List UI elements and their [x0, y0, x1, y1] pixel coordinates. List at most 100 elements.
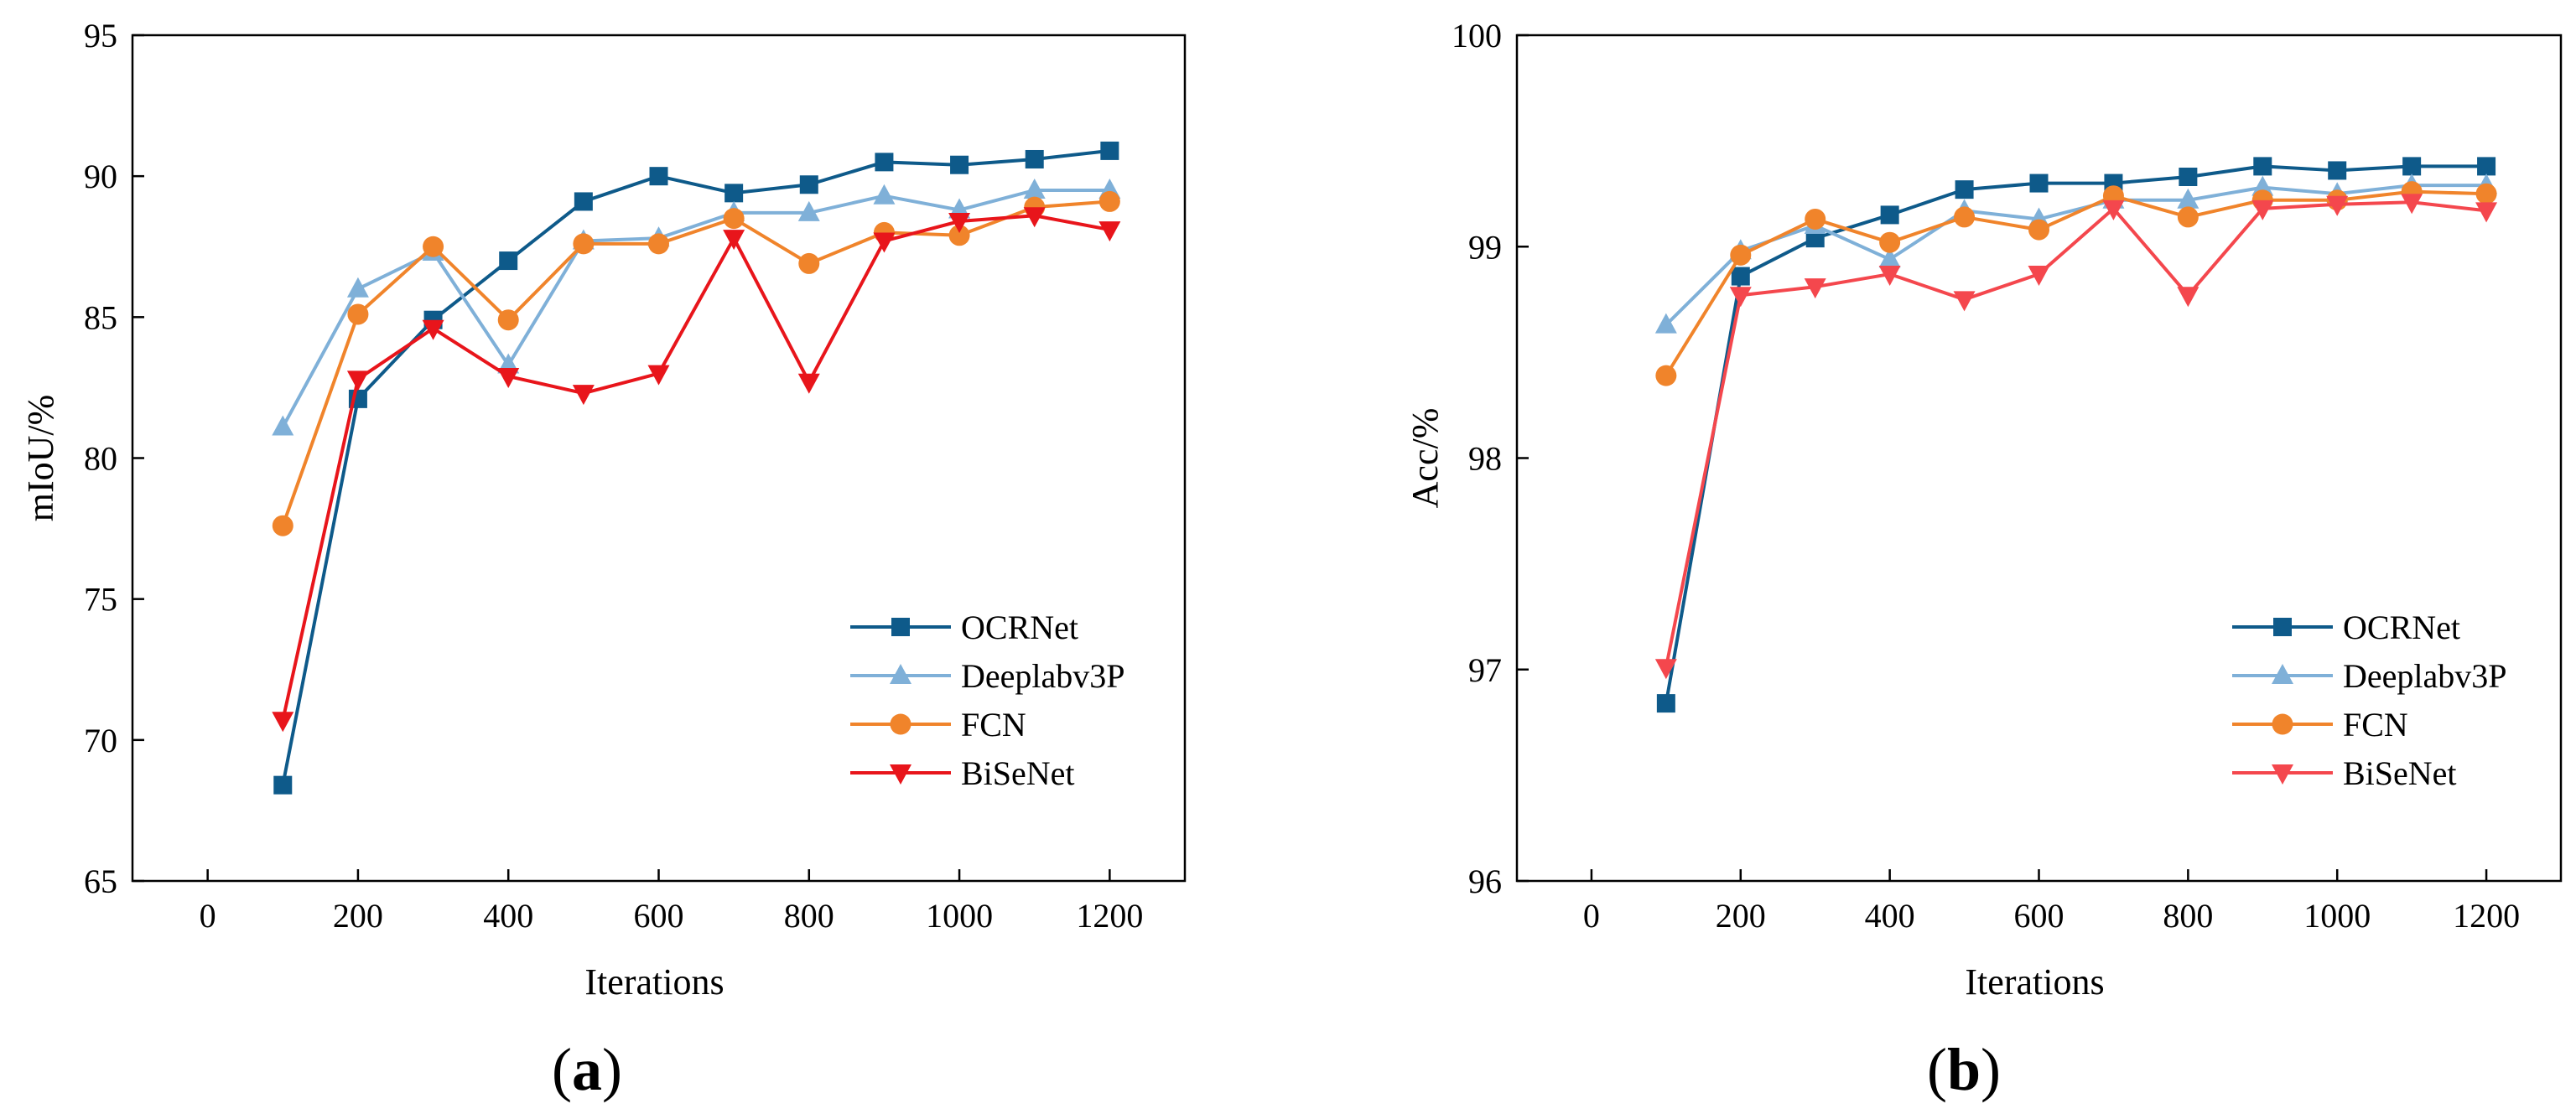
y-tick-label: 97: [1468, 651, 1502, 689]
x-axis-label-b: Iterations: [1965, 961, 2104, 1002]
data-point-ocrnet: [273, 775, 293, 795]
data-point-ocrnet: [499, 251, 518, 271]
x-tick-label: 800: [784, 897, 834, 935]
data-point-fcn: [1730, 244, 1752, 266]
series-line-bisenet: [1664, 200, 2487, 668]
data-point-deeplabv3p: [1023, 178, 1046, 199]
x-axis-label-a: Iterations: [584, 961, 724, 1002]
data-point-deeplabv3p: [2177, 188, 2199, 209]
data-point-bisenet: [797, 373, 820, 394]
legend-label-ocrnet: OCRNet: [2343, 609, 2460, 646]
data-point-bisenet: [1729, 287, 1752, 308]
data-point-ocrnet: [950, 155, 969, 174]
y-tick-label: 70: [84, 722, 117, 759]
series-fcn-a: [272, 190, 1120, 536]
x-tick-label: 200: [1716, 897, 1766, 935]
data-point-bisenet: [272, 712, 294, 733]
x-tick-label: 600: [2014, 897, 2064, 935]
data-point-fcn: [1954, 206, 1976, 228]
data-point-bisenet: [497, 367, 520, 388]
data-point-ocrnet: [724, 184, 744, 203]
data-point-fcn: [272, 515, 293, 536]
data-point-bisenet: [2475, 202, 2498, 223]
caption-a-letter: a: [571, 1036, 602, 1103]
data-point-bisenet: [1804, 278, 1826, 299]
legend-label-fcn: FCN: [2343, 706, 2408, 743]
data-point-deeplabv3p: [1654, 313, 1677, 334]
data-point-bisenet: [948, 212, 971, 233]
series-line-bisenet: [281, 214, 1110, 721]
x-tick-label: 1000: [2303, 897, 2371, 935]
data-point-ocrnet: [2477, 157, 2496, 176]
data-point-fcn: [423, 236, 444, 257]
data-point-fcn: [948, 225, 970, 246]
data-point-fcn: [1879, 231, 1901, 253]
legend-a: OCRNet Deeplabv3P FCN BiSeNet: [850, 609, 1125, 792]
y-tick-label: 96: [1468, 863, 1502, 900]
y-tick-label: 100: [1452, 17, 1502, 54]
data-point-bisenet: [2102, 199, 2125, 220]
x-tick-label: 0: [200, 897, 216, 935]
caption-a: (a): [552, 1036, 622, 1103]
data-point-fcn: [347, 303, 369, 325]
data-point-fcn: [2028, 219, 2049, 241]
data-point-fcn: [1805, 208, 1826, 230]
data-point-ocrnet: [1100, 141, 1119, 160]
data-point-bisenet: [2177, 287, 2199, 308]
data-point-ocrnet: [2402, 157, 2422, 176]
y-tick-label: 75: [84, 581, 117, 619]
series-line-deeplabv3p: [1665, 184, 2487, 327]
data-point-ocrnet: [2328, 161, 2347, 180]
y-tick-label: 80: [84, 440, 117, 478]
data-point-bisenet: [2401, 194, 2423, 215]
data-point-deeplabv3p: [873, 184, 896, 205]
x-tick-label: 800: [2163, 897, 2213, 935]
legend-label-deeplabv3p: Deeplabv3P: [2343, 657, 2507, 695]
data-point-fcn: [723, 208, 745, 230]
data-point-bisenet: [2326, 195, 2349, 216]
data-point-ocrnet: [1731, 267, 1750, 286]
data-point-bisenet: [1654, 659, 1677, 680]
data-point-bisenet: [1098, 221, 1121, 242]
data-point-ocrnet: [649, 167, 668, 186]
data-point-fcn: [1655, 365, 1677, 386]
data-point-bisenet: [346, 370, 369, 391]
data-point-deeplabv3p: [272, 415, 294, 436]
data-point-ocrnet: [799, 175, 818, 194]
x-tick-label: 400: [483, 897, 533, 935]
x-tick-label: 0: [1583, 897, 1600, 935]
x-tick-label: 1000: [926, 897, 993, 935]
data-point-ocrnet: [2029, 174, 2049, 193]
legend-marker-ocrnet: [891, 618, 910, 636]
y-tick-label: 85: [84, 298, 117, 336]
legend-label-fcn: FCN: [961, 706, 1026, 743]
data-point-ocrnet: [1656, 694, 1675, 713]
legend-marker-deeplabv3p: [2272, 664, 2293, 684]
data-point-bisenet: [1878, 266, 1901, 287]
data-point-ocrnet: [574, 192, 593, 211]
legend-b: OCRNet Deeplabv3P FCN BiSeNet: [2232, 609, 2507, 792]
x-tick-label: 600: [634, 897, 684, 935]
data-point-deeplabv3p: [346, 277, 369, 298]
series-ocrnet-a: [273, 141, 1119, 795]
x-tick-label: 1200: [2453, 897, 2520, 935]
series-line-fcn: [281, 199, 1110, 526]
legend-marker-deeplabv3p: [890, 664, 911, 684]
y-axis-label-b: Acc/%: [1405, 408, 1446, 509]
data-point-bisenet: [647, 365, 670, 386]
data-point-fcn: [2475, 183, 2497, 205]
chart-b: 0 200 400 600 800 1000 1200 96 97 98 99 100 Iteratio…: [1405, 17, 2563, 1002]
caption-b: (b): [1927, 1036, 2002, 1103]
data-point-fcn: [798, 252, 820, 274]
y-tick-label: 99: [1468, 228, 1502, 266]
data-point-deeplabv3p: [2251, 175, 2274, 196]
x-tick-label: 400: [1865, 897, 1915, 935]
y-axis-label-a: mIoU/%: [20, 395, 61, 522]
legend-label-ocrnet: OCRNet: [961, 609, 1078, 646]
series-bisenet-a: [272, 207, 1121, 733]
data-point-ocrnet: [1955, 180, 1974, 199]
data-point-fcn: [573, 233, 595, 255]
data-point-bisenet: [1023, 207, 1046, 228]
data-point-bisenet: [2251, 199, 2274, 220]
legend-marker-fcn: [890, 713, 911, 735]
